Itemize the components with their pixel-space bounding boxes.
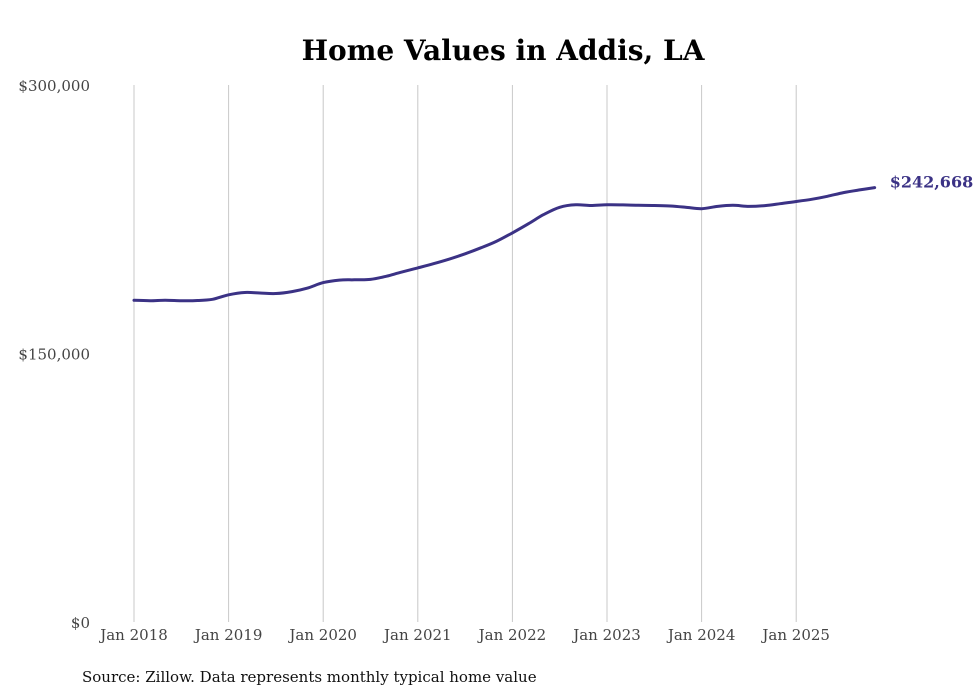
- y-tick-label: $150,000: [18, 346, 90, 364]
- x-tick-label: Jan 2021: [382, 626, 452, 644]
- x-tick-label: Jan 2018: [98, 626, 168, 644]
- grid-lines: [133, 85, 797, 622]
- x-tick-label: Jan 2019: [193, 626, 263, 644]
- x-tick-label: Jan 2023: [571, 626, 641, 644]
- x-tick-label: Jan 2024: [666, 626, 736, 644]
- line-chart: Home Values in Addis, LA $0 $150,000 $300,…: [18, 34, 974, 644]
- chart-title: Home Values in Addis, LA: [302, 34, 706, 67]
- series-line: [132, 186, 877, 303]
- x-axis-ticks: Jan 2018 Jan 2019 Jan 2020 Jan 2021 Jan 2022…: [98, 626, 830, 644]
- series-layer: [132, 186, 877, 303]
- y-tick-label: $300,000: [18, 77, 90, 95]
- y-tick-label: $0: [71, 614, 90, 632]
- x-tick-label: Jan 2025: [760, 626, 830, 644]
- end-value-label: $242,668: [890, 173, 974, 192]
- x-tick-label: Jan 2020: [287, 626, 357, 644]
- source-note: Source: Zillow. Data represents monthly …: [82, 668, 537, 686]
- x-tick-label: Jan 2022: [477, 626, 547, 644]
- y-axis-ticks: $0 $150,000 $300,000: [18, 77, 90, 632]
